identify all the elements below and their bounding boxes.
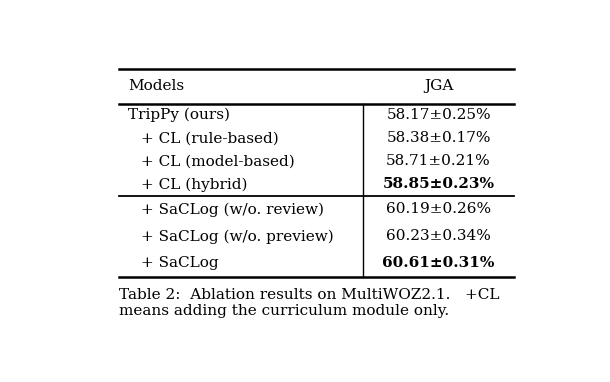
Text: + SaCLog (w/o. preview): + SaCLog (w/o. preview) [140, 229, 333, 244]
Text: 58.71±0.21%: 58.71±0.21% [386, 154, 491, 168]
Text: 60.23±0.34%: 60.23±0.34% [386, 230, 491, 243]
Text: + SaCLog: + SaCLog [140, 256, 218, 270]
Text: 60.19±0.26%: 60.19±0.26% [386, 202, 491, 217]
Text: 58.85±0.23%: 58.85±0.23% [382, 178, 495, 191]
Text: means adding the curriculum module only.: means adding the curriculum module only. [119, 304, 449, 318]
Text: Models: Models [128, 79, 184, 93]
Text: + SaCLog (w/o. review): + SaCLog (w/o. review) [140, 202, 323, 217]
Text: + CL (rule-based): + CL (rule-based) [140, 131, 278, 145]
Text: 60.61±0.31%: 60.61±0.31% [382, 256, 495, 270]
Text: TripPy (ours): TripPy (ours) [128, 108, 230, 122]
Text: JGA: JGA [424, 79, 453, 93]
Text: + CL (model-based): + CL (model-based) [140, 154, 294, 168]
Text: + CL (hybrid): + CL (hybrid) [140, 177, 247, 192]
Text: Table 2:  Ablation results on MultiWOZ2.1.   +CL: Table 2: Ablation results on MultiWOZ2.1… [119, 288, 500, 303]
Text: 58.38±0.17%: 58.38±0.17% [386, 131, 491, 145]
Text: 58.17±0.25%: 58.17±0.25% [386, 108, 491, 122]
